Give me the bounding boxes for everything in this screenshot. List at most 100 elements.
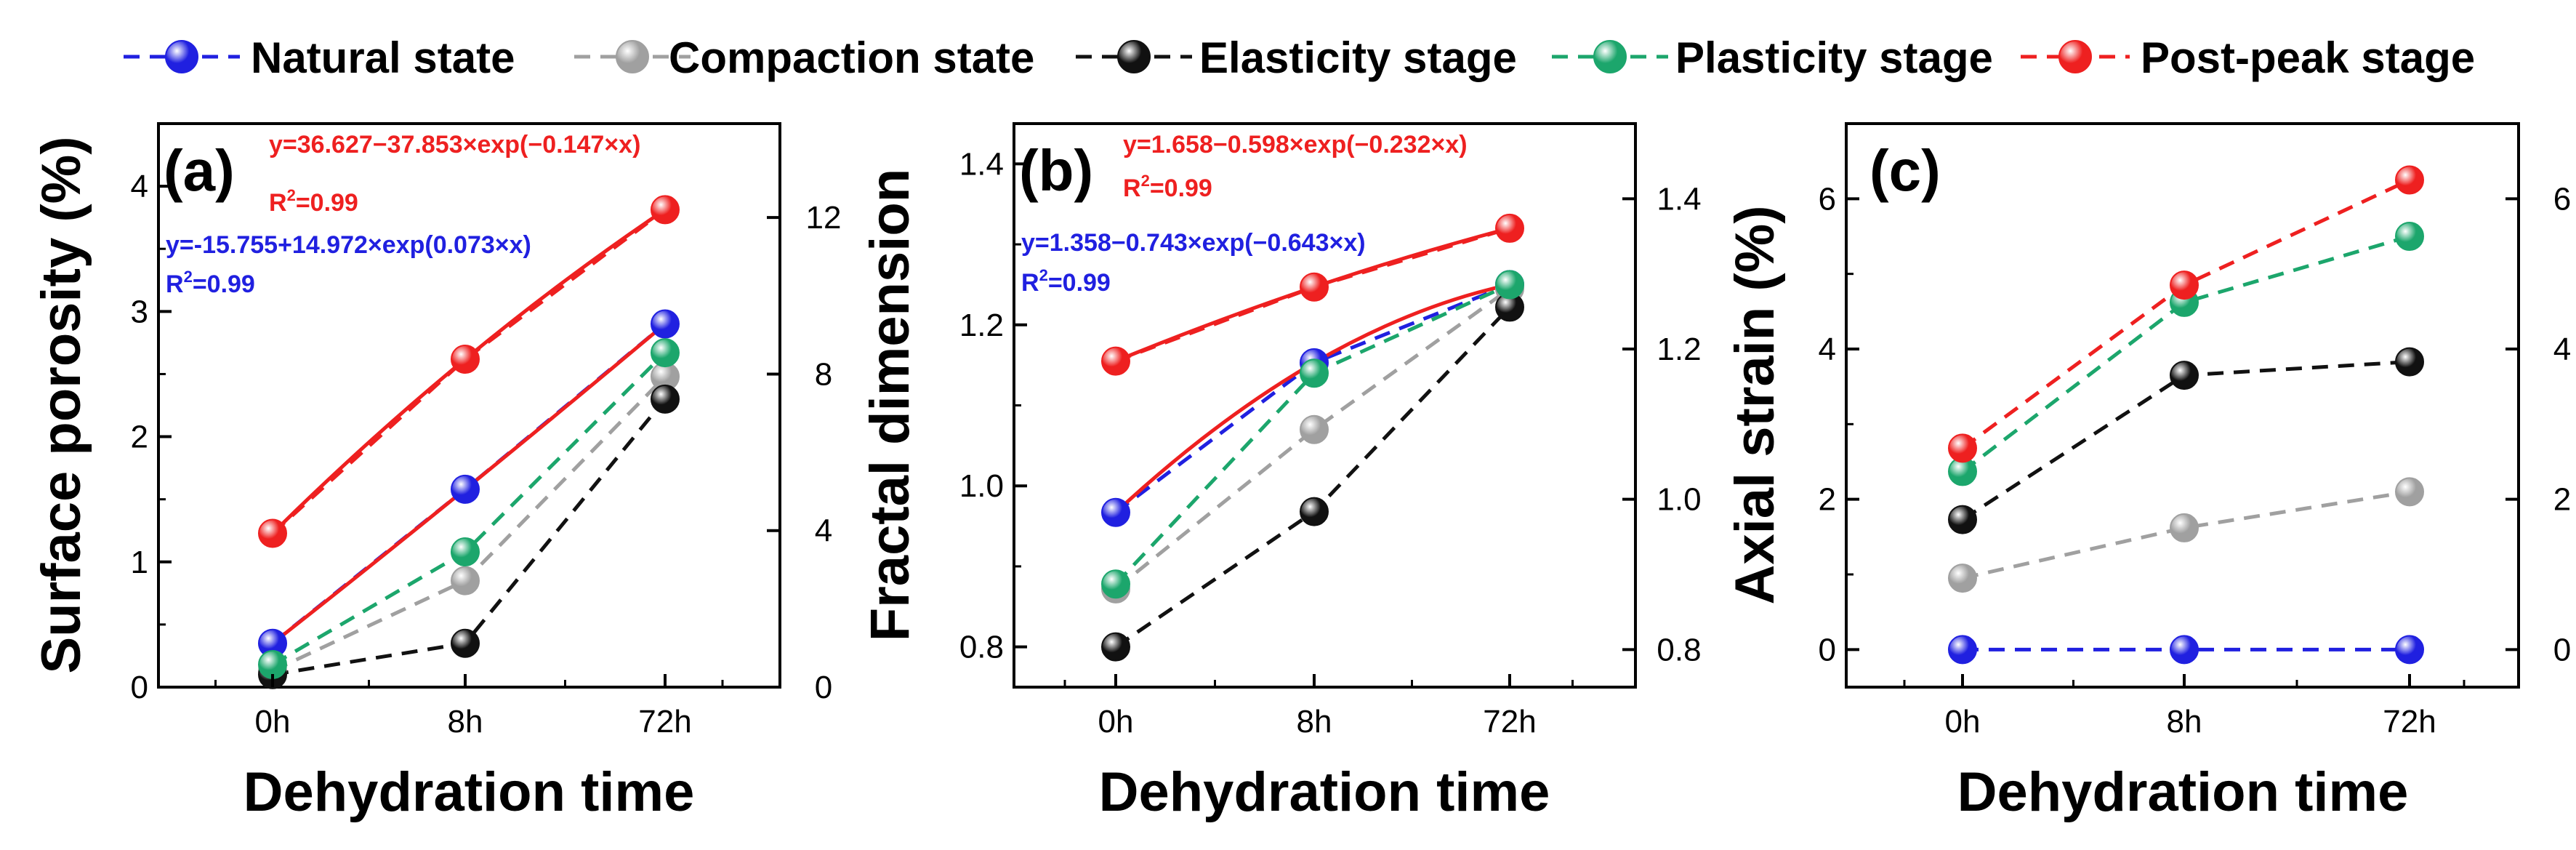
data-point [2170, 513, 2199, 542]
y-tick-label: 0 [131, 670, 148, 705]
y-tick-label: 2 [1819, 482, 1836, 518]
data-point [1101, 569, 1130, 599]
y2-tick-label: 4 [815, 513, 832, 549]
series-line [271, 208, 667, 535]
data-point [1300, 497, 1329, 526]
fit-r2-red: R2=0.99 [269, 186, 358, 217]
legend-swatch-marker [1593, 40, 1627, 73]
fit-equation-blue: y=-15.755+14.972×exp(0.073×x) [166, 231, 531, 259]
data-point [1948, 635, 1977, 665]
r2-sup: 2 [287, 186, 296, 204]
fit-r2-blue: R2=0.99 [1021, 266, 1111, 297]
fit-curve [1114, 282, 1510, 514]
x-axis-title: Dehydration time [1099, 761, 1550, 823]
y-tick-label: 1 [131, 545, 148, 580]
y-tick-label: 1.2 [959, 308, 1004, 343]
legend-label: Plasticity stage [1675, 33, 1993, 82]
legend-swatch-marker [2058, 40, 2092, 73]
x-tick-label: 0h [1098, 704, 1134, 739]
r2-sup: 2 [1141, 172, 1150, 190]
y2-tick-label: 12 [806, 200, 842, 236]
plot-frame [1013, 122, 1637, 689]
y-tick-label: 0 [1819, 632, 1836, 667]
series-line [1114, 283, 1510, 514]
data-point [1300, 414, 1329, 444]
data-point [1101, 632, 1130, 662]
legend-entry-natural-state: Natural state [124, 33, 515, 82]
r2-suffix: =0.99 [1150, 175, 1212, 202]
x-tick-label: 8h [1297, 704, 1332, 739]
y-tick-label: 4 [1819, 332, 1836, 367]
data-point [2170, 635, 2199, 665]
series-layer [1948, 165, 2424, 665]
panel-label: (a) [164, 138, 235, 203]
series-line [271, 351, 667, 667]
y-tick-label: 4 [131, 169, 148, 204]
data-point [451, 537, 480, 566]
series-line [1961, 234, 2410, 473]
x-tick-label: 0h [1945, 704, 1981, 739]
legend-label: Compaction state [669, 33, 1034, 82]
y2-tick-label: 1.4 [1657, 181, 1701, 217]
r2-prefix: R [1123, 175, 1141, 202]
data-point [1495, 270, 1524, 300]
fit-r2-red: R2=0.99 [1123, 172, 1212, 202]
fit-equation-red: y=1.658−0.598×exp(−0.232×x) [1123, 131, 1468, 159]
y-tick-label: 6 [1819, 181, 1836, 217]
x-tick-label: 72h [2383, 704, 2436, 739]
legend-entry-post-peak-stage: Post-peak stage [2021, 33, 2475, 82]
y2-tick-label: 0 [815, 670, 832, 705]
r2-sup: 2 [184, 268, 193, 286]
panel-label: (b) [1019, 138, 1093, 203]
data-point [451, 474, 480, 504]
data-point [451, 566, 480, 596]
r2-prefix: R [166, 270, 184, 298]
y-tick-label: 1.4 [959, 146, 1004, 182]
y-tick-label: 0.8 [959, 630, 1004, 665]
y-axis-title: Surface porosity (%) [31, 136, 92, 673]
data-point [1300, 272, 1329, 302]
data-point [258, 518, 287, 548]
data-point [1300, 358, 1329, 388]
plot-frame [157, 122, 781, 689]
data-point [1948, 433, 1977, 463]
x-tick-label: 72h [1483, 704, 1536, 739]
legend-swatch-marker [616, 40, 649, 73]
r2-prefix: R [269, 189, 287, 217]
y-axis-title: Fractal dimension [859, 169, 921, 641]
plot-frame [1845, 122, 2520, 689]
legend-label: Natural state [251, 33, 515, 82]
data-point [651, 384, 680, 414]
legend-label: Elasticity stage [1199, 33, 1517, 82]
y-axis-title: Axial strain (%) [1724, 205, 1786, 604]
y2-tick-label: 2 [2553, 482, 2571, 518]
data-point [2395, 165, 2424, 195]
data-point [2170, 270, 2199, 300]
x-tick-label: 8h [2167, 704, 2202, 739]
legend-swatch-marker [165, 40, 198, 73]
legend-entry-elasticity-stage: Elasticity stage [1076, 33, 1517, 82]
data-point [451, 628, 480, 658]
legend-label: Post-peak stage [2141, 33, 2475, 82]
data-point [1101, 346, 1130, 376]
fit-r2-blue: R2=0.99 [166, 268, 255, 298]
ticks-layer: 0 2 4 6 0 2 4 6 0h 8h 72h [1819, 181, 2572, 739]
r2-suffix: =0.99 [296, 189, 358, 217]
x-axis-title: Dehydration time [1957, 761, 2409, 823]
y-tick-label: 3 [131, 294, 148, 329]
data-point [2395, 635, 2424, 665]
panel-label: (c) [1869, 138, 1941, 203]
data-point [2395, 347, 2424, 377]
data-point [651, 309, 680, 339]
x-tick-label: 8h [448, 704, 483, 739]
y2-tick-label: 8 [815, 356, 832, 392]
series-line [1114, 286, 1511, 590]
x-tick-label: 0h [255, 704, 291, 739]
y-tick-label: 1.0 [959, 468, 1004, 504]
legend-entry-compaction-state: Compaction state [574, 33, 1034, 82]
fit-equation-red: y=36.627−37.853×exp(−0.147×x) [269, 131, 640, 159]
y2-tick-label: 1.0 [1657, 482, 1701, 518]
